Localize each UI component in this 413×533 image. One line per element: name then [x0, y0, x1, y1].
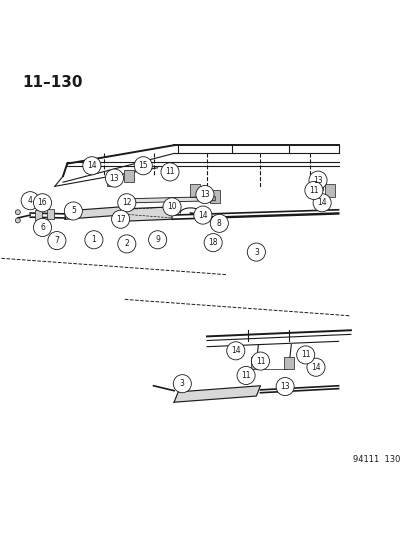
- Circle shape: [33, 219, 52, 237]
- Polygon shape: [65, 207, 120, 219]
- Text: 5: 5: [71, 206, 76, 215]
- Text: 11: 11: [300, 350, 310, 359]
- Bar: [107, 174, 117, 187]
- Text: 9: 9: [155, 235, 160, 244]
- Circle shape: [161, 163, 178, 181]
- Bar: [312, 178, 322, 190]
- Text: 4: 4: [28, 196, 33, 205]
- Circle shape: [64, 202, 82, 220]
- Circle shape: [117, 193, 135, 212]
- Text: 14: 14: [311, 363, 320, 372]
- Text: 11: 11: [241, 371, 250, 380]
- Circle shape: [83, 157, 101, 175]
- Circle shape: [105, 169, 123, 187]
- Circle shape: [163, 198, 180, 216]
- Text: 10: 10: [167, 203, 176, 212]
- Circle shape: [275, 377, 294, 395]
- Text: 94111  130: 94111 130: [352, 455, 399, 464]
- Text: 6: 6: [40, 223, 45, 232]
- Text: 11: 11: [309, 186, 318, 195]
- Text: 7: 7: [55, 236, 59, 245]
- Text: 17: 17: [116, 215, 125, 224]
- Circle shape: [33, 193, 52, 212]
- Circle shape: [296, 346, 314, 364]
- Circle shape: [251, 352, 269, 370]
- Circle shape: [304, 181, 322, 199]
- Bar: [210, 190, 220, 203]
- Text: 13: 13: [313, 176, 322, 184]
- Text: 13: 13: [199, 190, 209, 199]
- Text: 11–130: 11–130: [22, 75, 82, 90]
- Circle shape: [195, 185, 214, 204]
- Text: 12: 12: [122, 198, 131, 207]
- Polygon shape: [174, 386, 260, 402]
- Circle shape: [148, 231, 166, 249]
- Polygon shape: [122, 207, 172, 221]
- Circle shape: [173, 375, 191, 393]
- Circle shape: [312, 193, 330, 212]
- Text: 18: 18: [208, 238, 217, 247]
- Text: 14: 14: [87, 161, 97, 170]
- Text: 11: 11: [165, 167, 174, 176]
- Text: 3: 3: [180, 379, 184, 388]
- Circle shape: [306, 358, 324, 376]
- Polygon shape: [133, 197, 215, 203]
- Circle shape: [226, 342, 244, 360]
- Text: 3: 3: [253, 248, 258, 256]
- Circle shape: [237, 366, 254, 384]
- Bar: [251, 357, 261, 369]
- Circle shape: [117, 235, 135, 253]
- Circle shape: [193, 206, 211, 224]
- Text: 13: 13: [280, 382, 289, 391]
- Bar: [47, 209, 54, 219]
- Text: 15: 15: [138, 161, 148, 170]
- Bar: [123, 170, 133, 182]
- Circle shape: [15, 210, 20, 215]
- Circle shape: [308, 171, 326, 189]
- Bar: [284, 357, 294, 369]
- Circle shape: [247, 243, 265, 261]
- Circle shape: [112, 210, 129, 228]
- Circle shape: [210, 214, 228, 232]
- Text: 14: 14: [230, 346, 240, 356]
- Text: 14: 14: [197, 211, 207, 220]
- Bar: [35, 210, 42, 220]
- Text: 16: 16: [38, 198, 47, 207]
- Ellipse shape: [166, 206, 177, 213]
- Text: 13: 13: [109, 174, 119, 183]
- Bar: [325, 184, 335, 197]
- Circle shape: [85, 231, 103, 249]
- Bar: [189, 184, 199, 197]
- Circle shape: [204, 233, 222, 252]
- Circle shape: [15, 218, 20, 223]
- Circle shape: [21, 192, 39, 210]
- Circle shape: [134, 157, 152, 175]
- Text: 14: 14: [316, 198, 326, 207]
- Text: 11: 11: [255, 357, 265, 366]
- Circle shape: [48, 231, 66, 249]
- Text: 2: 2: [124, 239, 129, 248]
- Text: 8: 8: [216, 219, 221, 228]
- Text: 1: 1: [91, 235, 96, 244]
